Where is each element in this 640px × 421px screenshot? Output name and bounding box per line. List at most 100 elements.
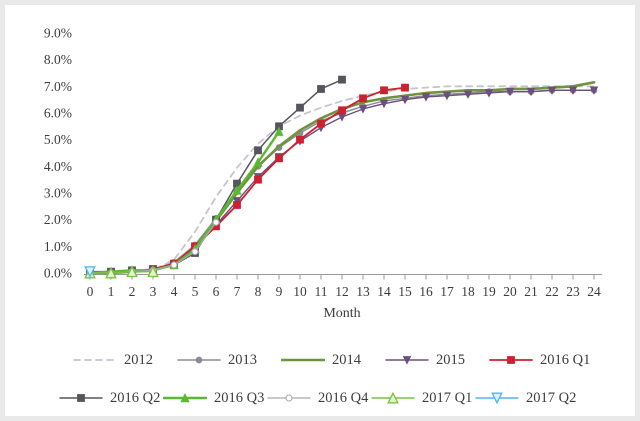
legend-label: 2013 — [228, 351, 257, 368]
data-point-marker — [296, 103, 304, 112]
series-line — [89, 270, 154, 274]
data-point-marker — [484, 89, 494, 98]
data-point-marker — [463, 90, 473, 99]
data-point-marker — [317, 85, 325, 93]
x-tick-label: 3 — [150, 284, 157, 299]
legend-item-2014: 2014 — [281, 352, 385, 369]
y-tick-label: 2.0% — [44, 212, 72, 227]
data-point-marker — [191, 248, 199, 256]
y-tick-label: 8.0% — [44, 52, 72, 67]
x-tick-label: 8 — [255, 284, 262, 299]
legend-swatch — [385, 356, 429, 365]
data-point-marker — [126, 265, 138, 278]
data-point-marker — [568, 86, 578, 95]
legend-swatch — [371, 391, 415, 404]
legend-swatch — [281, 358, 325, 362]
series-line — [89, 78, 343, 273]
x-tick-label: 0 — [87, 284, 94, 299]
series-2017-q1 — [84, 265, 159, 279]
x-tick-label: 22 — [545, 284, 559, 299]
line-chart: 0.0% 1.0% 2.0% 3.0% 4.0% 5.0% 6.0% 7.0% 8.0% 9.0%… — [44, 25, 602, 321]
data-point-marker — [296, 135, 304, 144]
x-tick-label: 19 — [482, 284, 496, 299]
series-2015 — [85, 86, 599, 278]
series-2016-q2 — [86, 75, 346, 276]
legend-swatch — [163, 392, 207, 403]
x-tick-label: 6 — [213, 284, 220, 299]
y-tick-label: 5.0% — [44, 132, 72, 147]
x-tick-label: 21 — [524, 284, 538, 299]
y-tick-label: 9.0% — [44, 25, 72, 40]
x-tick-label: 14 — [377, 284, 391, 299]
x-tick-label: 5 — [192, 284, 199, 299]
data-point-marker — [147, 265, 159, 278]
x-tick-label: 23 — [566, 284, 580, 299]
x-tick-label: 18 — [461, 284, 475, 299]
data-point-marker — [380, 86, 388, 95]
x-tick-label: 20 — [503, 284, 517, 299]
data-point-marker — [505, 87, 515, 97]
data-point-marker — [547, 86, 557, 95]
data-point-marker — [232, 185, 242, 195]
legend-swatch — [475, 392, 519, 405]
data-point-marker — [274, 126, 284, 136]
chart-legend: 2012 2013 2014 2015 2016 Q1 2016 Q2 2016 Q3 20… — [5, 341, 635, 409]
series-2017-q2 — [84, 266, 96, 278]
data-point-marker — [170, 261, 178, 269]
legend-row-2: 2016 Q2 2016 Q3 2016 Q4 2017 Q1 2017 Q2 — [5, 387, 635, 409]
legend-item-2012: 2012 — [73, 352, 177, 369]
legend-label: 2016 Q4 — [318, 389, 369, 406]
data-point-marker — [317, 119, 325, 128]
data-point-marker — [232, 197, 242, 206]
x-tick-label: 11 — [315, 284, 328, 299]
legend-item-2013: 2013 — [177, 352, 281, 369]
data-point-marker — [105, 266, 117, 279]
legend-item-2016-q2: 2016 Q2 — [59, 390, 163, 407]
legend-label: 2012 — [124, 351, 153, 368]
legend-swatch — [489, 356, 533, 364]
x-axis: 0 1 2 3 4 5 6 7 8 9 10 11 12 13 14 15 16 17 18 19 20 21 22 23 24 — [84, 274, 602, 299]
y-tick-label: 1.0% — [44, 239, 72, 254]
data-point-marker — [254, 146, 262, 155]
legend-swatch — [59, 394, 103, 402]
legend-swatch — [267, 394, 311, 402]
data-point-marker — [442, 91, 452, 101]
legend-label: 2016 Q3 — [214, 389, 265, 406]
data-point-marker — [275, 154, 283, 163]
data-point-marker — [491, 392, 503, 405]
legend-item-2016-q4: 2016 Q4 — [267, 390, 371, 407]
x-tick-label: 7 — [234, 284, 241, 299]
legend-label: 2015 — [436, 351, 465, 368]
y-tick-label: 6.0% — [44, 105, 72, 120]
y-tick-label: 0.0% — [44, 266, 72, 281]
data-point-marker — [507, 356, 515, 364]
y-tick-label: 3.0% — [44, 185, 72, 200]
chart-area: 0.0% 1.0% 2.0% 3.0% 4.0% 5.0% 6.0% 7.0% 8.0% 9.0%… — [5, 5, 635, 416]
x-tick-label: 12 — [335, 284, 349, 299]
series-lines — [84, 75, 599, 279]
legend-item-2015: 2015 — [385, 352, 489, 369]
y-axis-tick-labels: 0.0% 1.0% 2.0% 3.0% 4.0% 5.0% 6.0% 7.0% 8.0% 9.0% — [44, 25, 72, 280]
data-point-marker — [337, 113, 347, 122]
data-point-marker — [526, 87, 536, 97]
legend-swatch — [177, 356, 221, 364]
data-point-marker — [400, 95, 410, 105]
page-frame: 0.0% 1.0% 2.0% 3.0% 4.0% 5.0% 6.0% 7.0% 8.0% 9.0%… — [5, 5, 635, 416]
x-tick-label: 10 — [293, 284, 307, 299]
x-tick-label: 1 — [108, 284, 115, 299]
data-point-marker — [387, 391, 399, 404]
x-tick-label: 13 — [356, 284, 370, 299]
legend-swatch — [73, 359, 117, 361]
legend-row-1: 2012 2013 2014 2015 2016 Q1 — [5, 349, 635, 371]
x-tick-label: 17 — [440, 284, 454, 299]
legend-label: 2017 Q1 — [422, 389, 473, 406]
legend-item-2016-q3: 2016 Q3 — [163, 390, 267, 407]
data-point-marker — [233, 201, 241, 209]
legend-label: 2014 — [332, 351, 361, 368]
data-point-marker — [253, 157, 263, 167]
data-point-marker — [402, 356, 412, 365]
data-point-marker — [338, 106, 346, 115]
legend-item-2017-q2: 2017 Q2 — [475, 390, 579, 407]
data-point-marker — [285, 394, 293, 402]
x-tick-label: 24 — [587, 284, 601, 299]
